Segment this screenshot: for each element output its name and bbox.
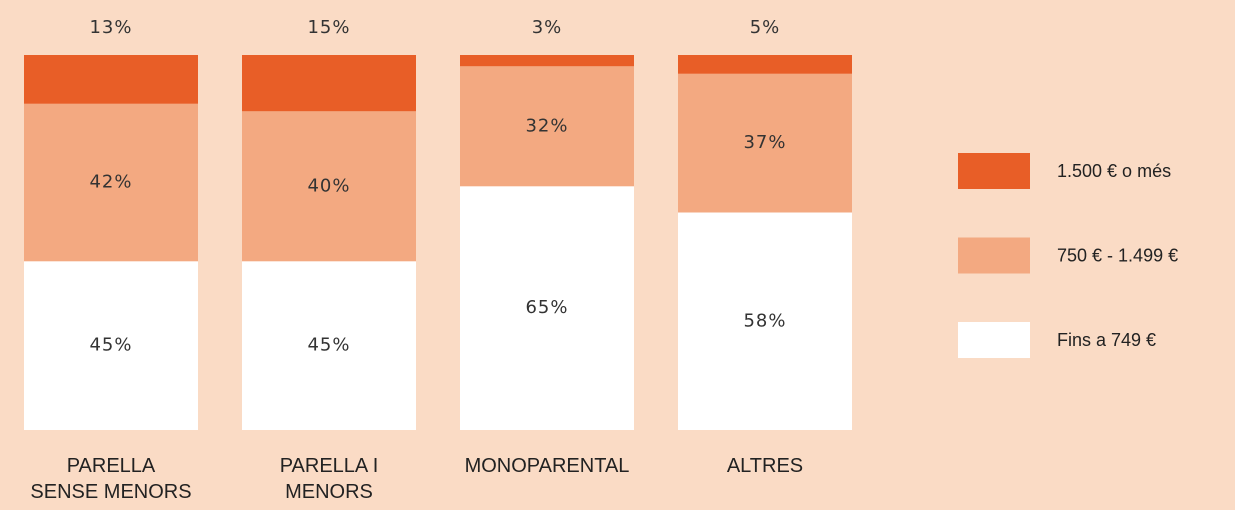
legend-label: 1.500 € o més	[1057, 161, 1171, 181]
x-tick-label-line: SENSE MENORS	[30, 481, 191, 503]
legend-label: Fins a 749 €	[1057, 330, 1156, 350]
x-tick-label-line: MONOPARENTAL	[465, 455, 630, 477]
bar-segment	[242, 111, 416, 262]
value-label: 15%	[307, 17, 350, 38]
x-tick-label-line: PARELLA	[67, 455, 156, 477]
value-label: 13%	[89, 17, 132, 38]
x-tick-label: ALTRES	[727, 455, 803, 477]
x-tick-label: PARELLA SENSE MENORS	[30, 455, 191, 503]
value-label: 45%	[307, 335, 350, 356]
bar-segment	[242, 261, 416, 430]
x-tick-label: MONOPARENTAL	[465, 455, 630, 477]
legend-swatch	[958, 153, 1030, 189]
legend-swatch	[958, 237, 1030, 274]
value-label: 58%	[743, 310, 786, 331]
value-label: 42%	[89, 172, 132, 193]
x-tick-label: PARELLA I MENORS	[280, 455, 379, 503]
value-label: 32%	[525, 115, 568, 136]
value-label: 40%	[307, 175, 350, 196]
bar-segment	[460, 186, 634, 430]
bar-segment	[24, 55, 198, 104]
value-label: 45%	[89, 335, 132, 356]
value-label: 37%	[743, 132, 786, 153]
bar-segment	[24, 261, 198, 430]
bar-segment	[678, 73, 852, 213]
value-label: 5%	[750, 17, 781, 38]
x-tick-label-line: PARELLA I	[280, 455, 379, 477]
value-label: 3%	[532, 17, 563, 38]
bar-segment	[24, 103, 198, 262]
x-tick-label-line: ALTRES	[727, 455, 803, 477]
value-label: 65%	[525, 297, 568, 318]
bar-segment	[242, 55, 416, 112]
bar-segment	[460, 66, 634, 187]
bar-segment	[678, 55, 852, 74]
bar-segment	[678, 212, 852, 430]
legend-label: 750 € - 1.499 €	[1057, 245, 1178, 265]
legend-swatch	[958, 322, 1030, 358]
x-tick-label-line: MENORS	[285, 481, 373, 503]
bar-segment	[460, 55, 634, 67]
